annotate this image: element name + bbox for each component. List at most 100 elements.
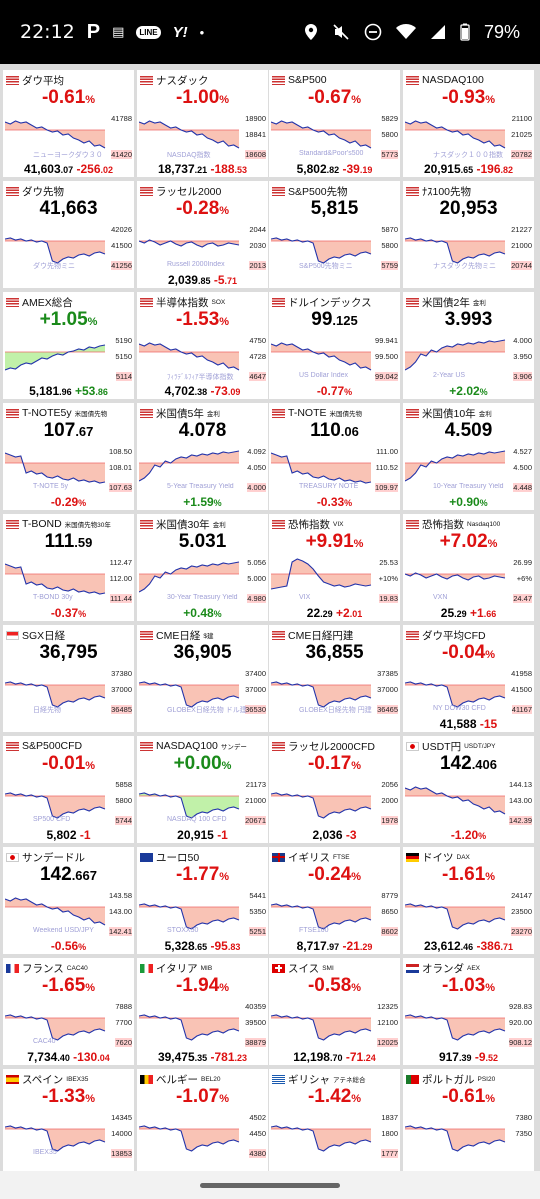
main-value-unit: % (219, 871, 230, 883)
axis-low: 19.83 (379, 594, 398, 603)
flag-icon (272, 630, 285, 640)
tile-footer: 41,603.07 -256.02 (3, 162, 134, 176)
market-tile[interactable]: サンデードル 142.667 143.58 143.00 142.41 Weekend U… (3, 847, 134, 954)
tile-header: ドルインデックス (272, 295, 375, 309)
axis-low: 8602 (381, 927, 398, 936)
market-tile[interactable]: イタリア MIB -1.94% 40359 39500 38879 39,475.35 -7… (137, 958, 268, 1065)
market-tile[interactable]: NASDAQ100 -0.93% 21100 21025 20782 ナスダック１００指数… (403, 70, 534, 177)
sparkline-chart (5, 1125, 106, 1152)
change-int: -39 (342, 162, 360, 176)
market-tile[interactable]: 半導体指数 SOX -1.53% 4750 4728 4647 ﾌｨﾗﾃﾞﾙﾌｨｱ半導体指数… (137, 292, 268, 399)
main-value-int: -1.03 (441, 975, 486, 996)
price-int: 7,734 (27, 1050, 58, 1064)
market-tile[interactable]: ダウ平均 -0.61% 41788 41420 ニューヨークダウ３０ 41,603.07 … (3, 70, 134, 177)
tile-name: USDT円 (422, 740, 462, 753)
sparkline-area (139, 1015, 239, 1040)
sparkline-area (139, 343, 239, 370)
change-value: -130.04 (73, 1050, 110, 1064)
main-value-int: 36,905 (173, 642, 232, 663)
market-tile[interactable]: 米国債30年 金利 5.031 5.056 5.000 4.980 30-Year Trea… (137, 514, 268, 621)
tile-main-value: 142.667 (3, 864, 134, 886)
market-tile[interactable]: S&P500CFD -0.01% 5858 5800 5744 SP500 CFD 5,80… (3, 736, 134, 843)
market-tile[interactable]: ラッセル2000 -0.28% 2044 2030 2013 Russell 2000In… (137, 181, 268, 288)
market-tile[interactable]: ベルギー BEL20 -1.07% 4502 4450 4380 (137, 1069, 268, 1176)
market-tile[interactable]: SGX日経 36,795 37380 37000 36485 日経先物 (3, 625, 134, 732)
sparkline-line (271, 558, 372, 590)
market-tile[interactable]: 米国債2年 金利 3.993 4.000 3.950 3.906 2-Year US +2.… (403, 292, 534, 399)
axis-mid: 1800 (381, 1129, 398, 1138)
market-tile[interactable]: CME日経 $建 36,905 37400 37000 36530 GLOBEX日経先物 ド… (137, 625, 268, 732)
price-int: 20,915 (177, 828, 214, 842)
navigation-bar (0, 1171, 540, 1199)
chart-watermark: US Dollar Index (299, 372, 349, 379)
axis-high: 41788 (111, 114, 132, 123)
tile-header: 恐怖指数 Nasdaq100 (406, 517, 500, 531)
market-tile[interactable]: ラッセル2000CFD -0.17% 2056 2000 1978 2,036 -3 (269, 736, 400, 843)
market-tile[interactable]: S&P500 -0.67% 5829 5800 5773 Standard&Poor's5… (269, 70, 400, 177)
market-tile[interactable]: CME日経円建 36,855 37385 37000 36465 GLOBEX日経先物 円… (269, 625, 400, 732)
tile-name: スペイン (22, 1073, 64, 1086)
tile-subname: AEX (467, 964, 481, 972)
tile-main-value: -1.33% (3, 1086, 134, 1108)
market-tile[interactable]: T-NOTE 米国債先物 110.06 111.00 110.52 109.97 TREAS… (269, 403, 400, 510)
tile-main-value: -1.65% (3, 975, 134, 997)
main-value-int: 36,795 (39, 642, 98, 663)
axis-low: 99.042 (375, 372, 398, 381)
sparkline-line (5, 120, 106, 149)
chart-watermark: ニューヨークダウ３０ (33, 152, 103, 159)
sparkline-line (139, 342, 240, 371)
price-int: 18,737 (157, 162, 195, 176)
axis-low: 24.47 (513, 594, 532, 603)
market-tile[interactable]: ポルトガル PSI20 -0.61% 7380 7350 (403, 1069, 534, 1176)
axis-high: 112.47 (109, 558, 132, 567)
market-tile[interactable]: ユーロ50 -1.77% 5441 5350 5251 STOXX50 5,328.65 -… (137, 847, 268, 954)
sparkline-line (5, 452, 106, 484)
market-tile[interactable]: ドイツ DAX -1.61% 24147 23500 23270 23,612.46 -38… (403, 847, 534, 954)
price-int: 5,328 (164, 939, 195, 953)
flag-icon (6, 852, 19, 862)
market-tile[interactable]: オランダ AEX -1.03% 928.83 920.00 908.12 917.39 -9… (403, 958, 534, 1065)
market-tile[interactable]: 恐怖指数 Nasdaq100 +7.02% 26.99 +6% 24.47 VXN 25.29… (403, 514, 534, 621)
market-tile[interactable]: ダウ平均CFD -0.04% 41958 41500 41167 NY DOW30 CFD… (403, 625, 534, 732)
main-value-dec: .667 (71, 868, 97, 883)
market-tile[interactable]: AMEX総合 +1.05% 5190 5150 5114 5,181.96 +53.86 (3, 292, 134, 399)
market-tile[interactable]: ダウ先物 41,663 42026 41500 41256 ダウ先物ミニ (3, 181, 134, 288)
main-value-int: 3.993 (444, 309, 493, 330)
tile-header: CME日経 $建 (140, 628, 213, 642)
tile-subname: CAC40 (66, 964, 88, 972)
sparkline-area (271, 1015, 371, 1040)
market-tile[interactable]: T-BOND 米国債先物30年 111.59 112.47 112.00 111.44 T-… (3, 514, 134, 621)
axis-high: 108.50 (109, 447, 132, 456)
market-tile[interactable]: 恐怖指数 VIX +9.91% 25.53 +10% 19.83 VIX 22.29 +2.0… (269, 514, 400, 621)
market-tile[interactable]: 米国債10年 金利 4.509 4.527 4.500 4.448 10-Year Trea… (403, 403, 534, 510)
tile-main-value: +1.05% (3, 309, 134, 331)
home-gesture-handle[interactable] (200, 1183, 340, 1188)
flag-icon (140, 741, 153, 751)
tile-header: ダウ平均 (6, 73, 67, 87)
price-dec: .96 (59, 387, 72, 397)
market-tile[interactable]: S&P500先物 5,815 5870 5800 5759 S&P500先物ミニ (269, 181, 400, 288)
market-tile[interactable]: イギリス FTSE -0.24% 8779 8650 8602 FTSE100 8,717.9… (269, 847, 400, 954)
tile-header: ドイツ DAX (406, 850, 470, 864)
flag-icon (406, 1074, 419, 1084)
change-value: -188.53 (211, 162, 248, 176)
market-tile[interactable]: ドルインデックス 99.125 99.941 99.500 99.042 US Dolla… (269, 292, 400, 399)
market-tile[interactable]: USDT円 USDT/JPY 142.406 144.13 143.00 142.39 -… (403, 736, 534, 843)
axis-mid: 143.00 (509, 796, 532, 805)
change-value: -781.23 (211, 1050, 248, 1064)
market-tile[interactable]: T-NOTE5y 米国債先物 107.67 108.50 108.01 107.63 T-N… (3, 403, 134, 510)
market-tile[interactable]: スペイン IBEX35 -1.33% 14345 14000 13853 IBEX35 (3, 1069, 134, 1176)
market-tile[interactable]: フランス CAC40 -1.65% 7888 7700 7620 CAC40 7,734.40… (3, 958, 134, 1065)
market-tile[interactable]: ﾅｽ100先物 20,953 21227 21000 20744 ナスダック先物ミニ (403, 181, 534, 288)
sparkline-line (5, 897, 106, 926)
main-value-int: -1.42 (307, 1086, 352, 1107)
market-tile[interactable]: ギリシャ アテネ総合 -1.42% 1837 1800 1777 (269, 1069, 400, 1176)
axis-mid: 99.500 (375, 352, 398, 361)
market-tile[interactable]: 米国債5年 金利 4.078 4.092 4.050 4.000 5-Year Treasu… (137, 403, 268, 510)
sparkline-chart (139, 239, 240, 248)
market-tile[interactable]: ナスダック -1.00% 18900 18841 18608 NASDAQ指数 18,737… (137, 70, 268, 177)
market-tile[interactable]: スイス SMI -0.58% 12325 12100 12025 12,198.70 -71… (269, 958, 400, 1065)
flag-icon (272, 186, 285, 196)
change-dec: % (78, 609, 87, 619)
market-tile[interactable]: NASDAQ100 サンデー +0.00% 21173 21000 20671 NASDAQ… (137, 736, 268, 843)
